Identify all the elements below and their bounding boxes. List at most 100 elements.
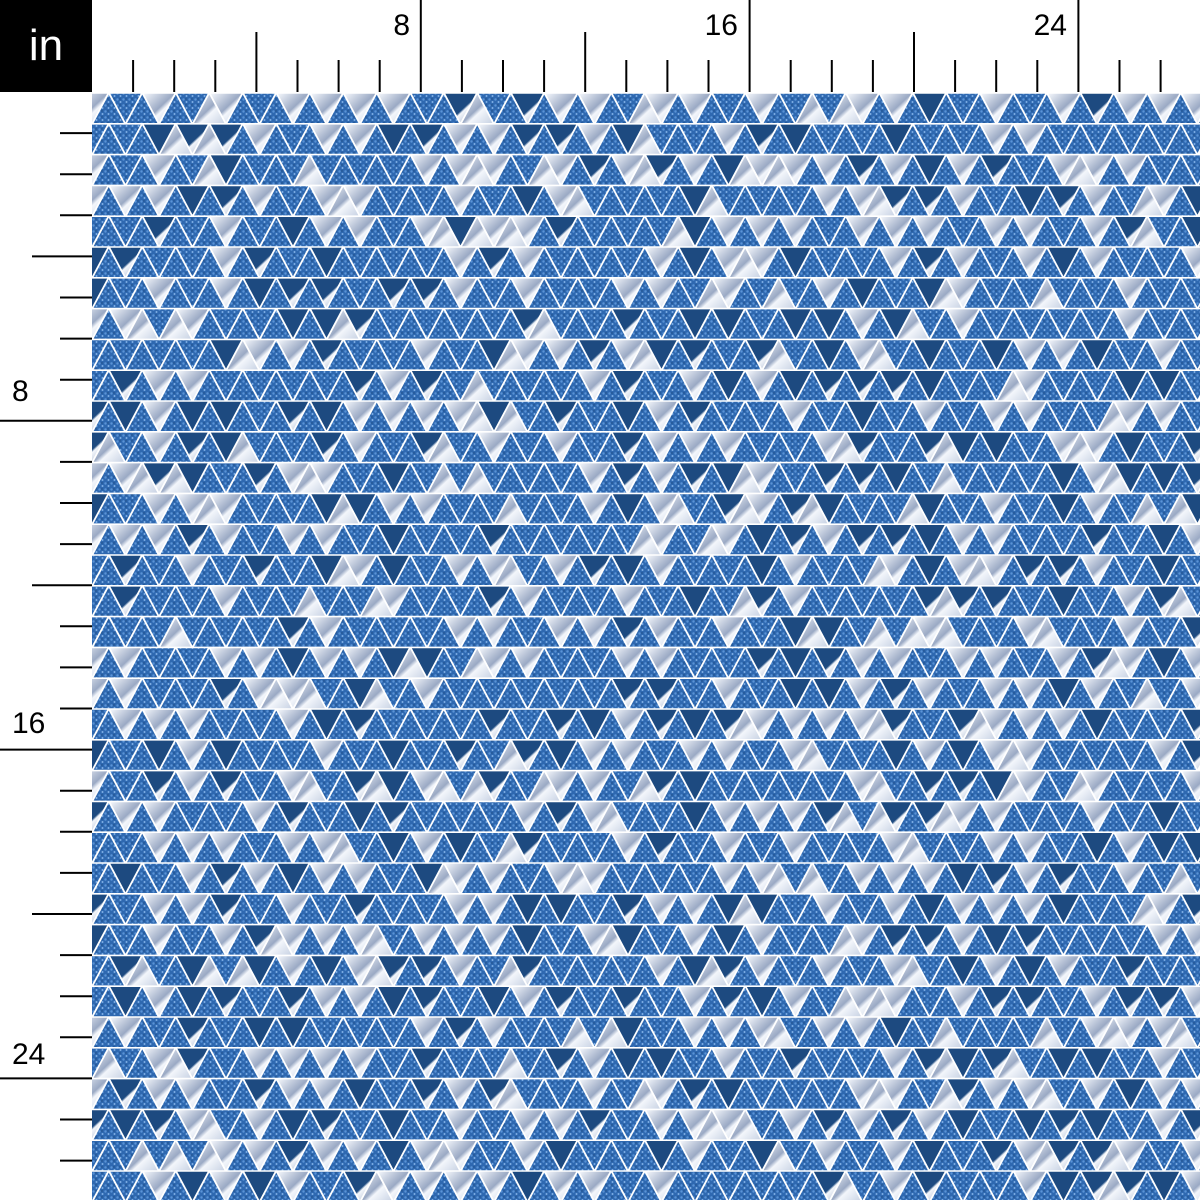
triangle-down xyxy=(445,1048,476,1077)
triangle-up xyxy=(763,587,794,616)
triangle-up xyxy=(160,649,191,678)
triangle-up xyxy=(1132,402,1163,431)
triangle-down xyxy=(143,432,175,461)
triangle-down xyxy=(143,956,175,985)
triangle-up xyxy=(897,464,928,493)
triangle-up xyxy=(227,433,258,462)
triangle-up xyxy=(797,803,828,832)
triangle-up xyxy=(897,495,928,524)
triangle-down xyxy=(512,525,543,554)
triangle-down xyxy=(110,309,141,338)
triangle-up xyxy=(1031,495,1062,524)
triangle-up xyxy=(897,556,928,585)
triangle-down xyxy=(914,1141,945,1170)
triangle-up xyxy=(361,803,392,832)
triangle-up xyxy=(931,125,962,154)
triangle-down xyxy=(981,771,1012,800)
triangle-up xyxy=(730,156,761,185)
triangle-down xyxy=(478,1171,510,1200)
triangle-down xyxy=(1148,679,1180,708)
triangle-down xyxy=(344,833,376,862)
triangle-up xyxy=(964,1080,995,1109)
triangle-up xyxy=(696,864,727,893)
triangle-down xyxy=(713,309,744,338)
triangle-up xyxy=(1031,248,1062,277)
triangle-down xyxy=(512,894,543,923)
triangle-down xyxy=(344,617,376,646)
triangle-up xyxy=(93,248,124,277)
triangle-down xyxy=(880,309,912,338)
triangle-down xyxy=(1081,709,1113,739)
triangle-down xyxy=(880,371,912,400)
triangle-up xyxy=(495,926,526,955)
triangle-down xyxy=(947,863,979,893)
triangle-up xyxy=(931,402,962,431)
triangle-up xyxy=(127,833,158,863)
triangle-up xyxy=(964,156,995,185)
left-label-24: 24 xyxy=(12,1038,45,1071)
triangle-up xyxy=(93,618,124,647)
triangle-down xyxy=(478,186,510,215)
triangle-down xyxy=(1115,340,1146,369)
triangle-up xyxy=(361,402,392,431)
triangle-up xyxy=(1132,556,1163,585)
triangle-up xyxy=(730,987,761,1017)
triangle-up xyxy=(462,402,493,431)
left-label-8: 8 xyxy=(12,375,29,408)
triangle-up xyxy=(395,1080,426,1109)
triangle-down xyxy=(411,1048,443,1077)
triangle-down xyxy=(1014,617,1046,646)
triangle-down xyxy=(847,555,878,585)
triangle-up xyxy=(998,464,1029,493)
triangle-up xyxy=(696,525,727,555)
triangle-down xyxy=(746,155,778,184)
triangle-up xyxy=(395,895,426,924)
triangle-down xyxy=(545,1079,577,1108)
triangle-up xyxy=(361,926,392,955)
triangle-down xyxy=(579,371,610,400)
triangle-up xyxy=(998,710,1029,739)
triangle-down xyxy=(679,802,711,831)
triangle-up xyxy=(629,1080,660,1109)
triangle-down xyxy=(914,309,945,338)
triangle-up xyxy=(864,433,895,462)
triangle-up xyxy=(663,310,694,339)
triangle-down xyxy=(679,617,711,646)
triangle-down xyxy=(1081,771,1113,800)
triangle-down xyxy=(277,802,309,831)
triangle-down xyxy=(914,247,945,277)
triangle-up xyxy=(395,341,426,370)
triangle-up xyxy=(1098,217,1129,247)
triangle-up xyxy=(596,1172,626,1200)
triangle-up xyxy=(495,525,526,555)
triangle-down xyxy=(981,309,1012,338)
triangle-down xyxy=(746,679,778,708)
triangle-up xyxy=(1165,1141,1196,1171)
triangle-up xyxy=(428,679,459,709)
triangle-up xyxy=(663,587,694,616)
triangle-down xyxy=(847,1171,878,1200)
triangle-down xyxy=(646,309,677,338)
triangle-up xyxy=(696,156,727,185)
triangle-up xyxy=(261,248,292,277)
triangle-down xyxy=(244,432,275,461)
triangle-down xyxy=(244,371,275,400)
triangle-up xyxy=(294,94,325,123)
triangle-down xyxy=(445,555,476,585)
triangle-down xyxy=(713,432,744,461)
triangle-down xyxy=(780,956,811,985)
triangle-down xyxy=(92,709,108,739)
triangle-down xyxy=(947,1110,979,1139)
triangle-down xyxy=(679,525,711,554)
triangle-up xyxy=(1031,371,1062,401)
triangle-down xyxy=(1182,1017,1200,1047)
triangle-up xyxy=(562,987,593,1017)
triangle-down xyxy=(579,1017,610,1047)
triangle-down xyxy=(612,648,644,677)
triangle-up xyxy=(1031,1141,1062,1171)
triangle-down xyxy=(947,802,979,831)
triangle-down xyxy=(679,247,711,277)
triangle-down xyxy=(746,833,778,862)
triangle-up xyxy=(160,1111,191,1140)
triangle-down xyxy=(612,894,644,923)
